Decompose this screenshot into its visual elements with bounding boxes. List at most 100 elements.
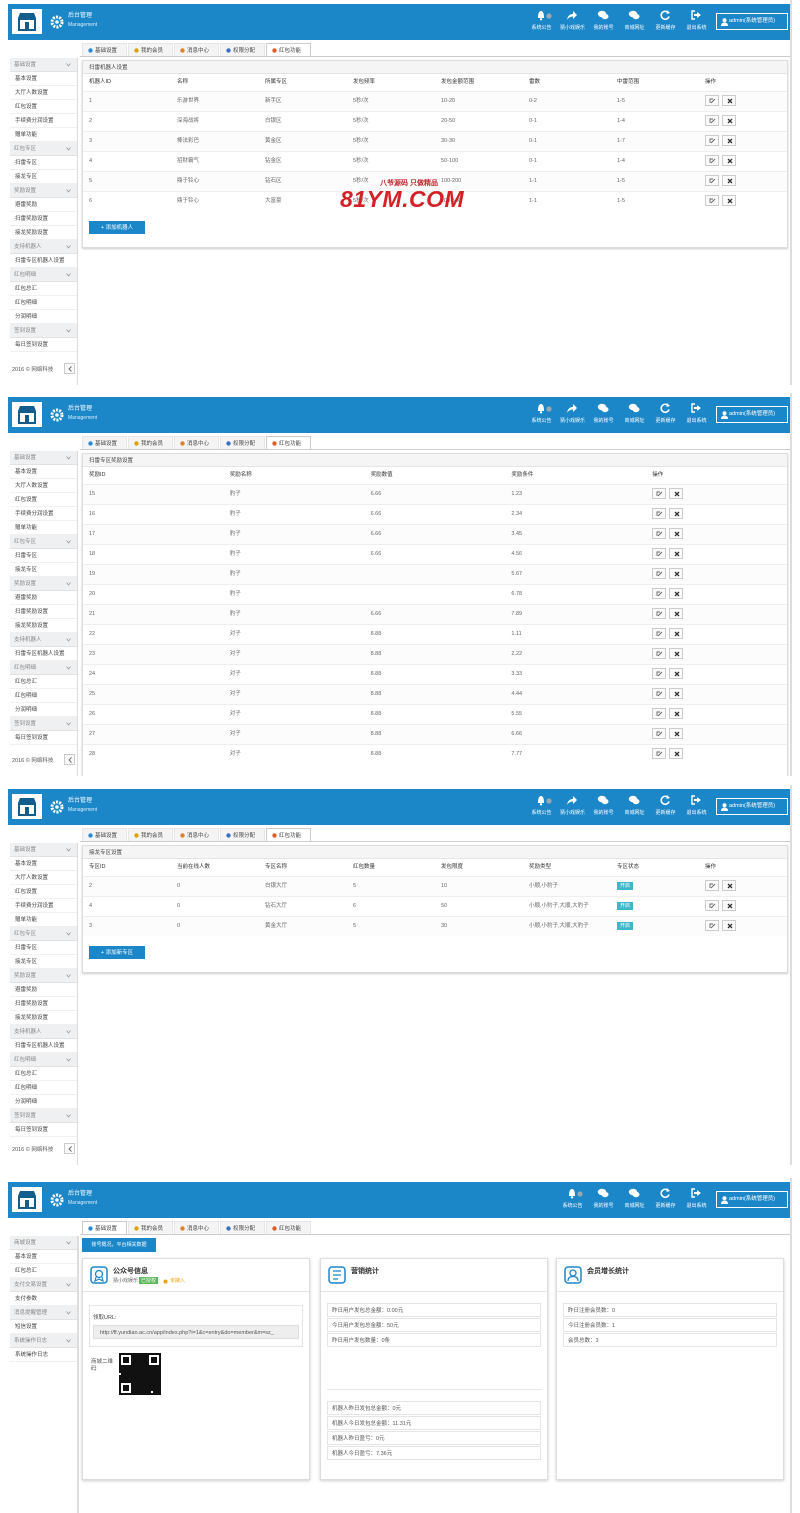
sidebar-item[interactable]: 每日签到设置 <box>10 1123 77 1137</box>
delete-button[interactable] <box>669 688 684 699</box>
tab[interactable]: 我的会员 <box>128 1221 173 1235</box>
sidebar-item[interactable]: 大厅人数设置 <box>10 479 77 493</box>
sidebar-item[interactable]: 支付参数 <box>10 1292 77 1306</box>
sidebar-item[interactable]: 系统操作日志 <box>10 1348 77 1362</box>
sidebar-item[interactable]: 每日签到设置 <box>10 338 77 352</box>
delete-button[interactable] <box>669 488 684 499</box>
sidebar-item[interactable]: 扫雷奖励设置 <box>10 212 77 226</box>
sidebar-group[interactable]: 红包明细 <box>10 661 77 675</box>
sidebar-item[interactable]: 扫雷专区机器人设置 <box>10 647 77 661</box>
delete-button[interactable] <box>669 508 684 519</box>
admin-button[interactable]: admin(系统管理员) <box>716 406 788 423</box>
sidebar-item[interactable]: 分润明细 <box>10 1095 77 1109</box>
delete-button[interactable] <box>669 748 684 759</box>
sidebar-item[interactable]: 接龙奖励设置 <box>10 1011 77 1025</box>
tab[interactable]: 权限分配 <box>220 436 265 450</box>
sidebar-group[interactable]: 商城设置 <box>10 1236 77 1250</box>
edit-button[interactable] <box>652 508 667 519</box>
sidebar-item[interactable]: 接龙专区 <box>10 563 77 577</box>
nav-item[interactable]: 退出系统 <box>681 789 712 825</box>
sidebar-item[interactable]: 基本设置 <box>10 857 77 871</box>
sidebar-group[interactable]: 基础设置 <box>10 843 77 857</box>
sidebar-item[interactable]: 扫雷奖励设置 <box>10 997 77 1011</box>
edit-button[interactable] <box>652 628 667 639</box>
nav-item[interactable]: 猜小戏娱乐 <box>557 397 588 433</box>
nav-item[interactable]: 我的账号 <box>588 397 619 433</box>
delete-button[interactable] <box>722 195 736 206</box>
sidebar-group[interactable]: 支持机器人 <box>10 1025 77 1039</box>
edit-button[interactable] <box>652 548 667 559</box>
sidebar-group[interactable]: 系统操作日志 <box>10 1334 77 1348</box>
nav-item[interactable]: 退出系统 <box>681 397 712 433</box>
sidebar-item[interactable]: 扫雷专区 <box>10 549 77 563</box>
sidebar-item[interactable]: 基本设置 <box>10 72 77 86</box>
sidebar-group[interactable]: 支付交易设置 <box>10 1278 77 1292</box>
tab[interactable]: 红包功能 <box>266 436 311 450</box>
delete-button[interactable] <box>669 528 684 539</box>
sidebar-item[interactable]: 扫雷专区机器人设置 <box>10 254 77 268</box>
sidebar-item[interactable]: 红包设置 <box>10 885 77 899</box>
sidebar-group[interactable]: 红包专区 <box>10 927 77 941</box>
edit-button[interactable] <box>705 195 719 206</box>
admin-button[interactable]: admin(系统管理员) <box>716 1191 788 1208</box>
edit-button[interactable] <box>705 155 719 166</box>
edit-button[interactable] <box>652 648 667 659</box>
nav-item[interactable]: 我的账号 <box>588 1182 619 1218</box>
sidebar-item[interactable]: 接龙奖励设置 <box>10 226 77 240</box>
sidebar-item[interactable]: 分润明细 <box>10 310 77 324</box>
edit-button[interactable] <box>652 488 667 499</box>
collapse-button[interactable] <box>64 754 75 765</box>
edit-button[interactable] <box>652 668 667 679</box>
sidebar-group[interactable]: 红包专区 <box>10 142 77 156</box>
nav-item[interactable]: 更新缓存 <box>650 4 681 40</box>
edit-button[interactable] <box>705 900 719 911</box>
tab[interactable]: 基础设置 <box>82 43 127 57</box>
sidebar-item[interactable]: 避雷奖励 <box>10 983 77 997</box>
nav-item[interactable]: 猜小戏娱乐 <box>557 4 588 40</box>
sidebar-item[interactable]: 大厅人数设置 <box>10 86 77 100</box>
tab[interactable]: 消息中心 <box>174 436 219 450</box>
sidebar-item[interactable]: 接龙专区 <box>10 955 77 969</box>
edit-button[interactable] <box>652 708 667 719</box>
sidebar-item[interactable]: 赠单功能 <box>10 521 77 535</box>
delete-button[interactable] <box>669 608 684 619</box>
nav-item[interactable]: 退出系统 <box>681 4 712 40</box>
sidebar-item[interactable]: 红包总汇 <box>10 282 77 296</box>
nav-item[interactable]: 更新缓存 <box>650 789 681 825</box>
sidebar-group[interactable]: 签到设置 <box>10 717 77 731</box>
edit-button[interactable] <box>705 95 719 106</box>
tab[interactable]: 我的会员 <box>128 828 173 842</box>
sidebar-item[interactable]: 红包总汇 <box>10 1264 77 1278</box>
sidebar-item[interactable]: 短信设置 <box>10 1320 77 1334</box>
tab[interactable]: 我的会员 <box>128 43 173 57</box>
delete-button[interactable] <box>722 135 736 146</box>
tab[interactable]: 基础设置 <box>82 828 127 842</box>
nav-item[interactable]: 系统公告 <box>557 1182 588 1218</box>
nav-item[interactable]: 系统公告 <box>526 789 557 825</box>
sidebar-group[interactable]: 红包明细 <box>10 1053 77 1067</box>
tab[interactable]: 消息中心 <box>174 828 219 842</box>
edit-button[interactable] <box>652 588 667 599</box>
sidebar-item[interactable]: 基本设置 <box>10 465 77 479</box>
sidebar-item[interactable]: 红包明细 <box>10 1081 77 1095</box>
collapse-button[interactable] <box>64 363 75 374</box>
nav-item[interactable]: 更新缓存 <box>650 397 681 433</box>
delete-button[interactable] <box>722 175 736 186</box>
sidebar-group[interactable]: 签到设置 <box>10 324 77 338</box>
sidebar-item[interactable]: 红包设置 <box>10 100 77 114</box>
tab[interactable]: 基础设置 <box>82 1221 127 1235</box>
sidebar-group[interactable]: 红包明细 <box>10 268 77 282</box>
tab[interactable]: 红包功能 <box>266 828 311 842</box>
nav-item[interactable]: 我的账号 <box>588 789 619 825</box>
sidebar-group[interactable]: 基础设置 <box>10 451 77 465</box>
sidebar-item[interactable]: 手续费分润设置 <box>10 899 77 913</box>
tab[interactable]: 权限分配 <box>220 828 265 842</box>
admin-button[interactable]: admin(系统管理员) <box>716 13 788 30</box>
nav-item[interactable]: 系统公告 <box>526 397 557 433</box>
sidebar-item[interactable]: 扫雷专区机器人设置 <box>10 1039 77 1053</box>
edit-button[interactable] <box>652 528 667 539</box>
nav-item[interactable]: 商城网址 <box>619 789 650 825</box>
sidebar-item[interactable]: 赠单功能 <box>10 913 77 927</box>
nav-item[interactable]: 商城网址 <box>619 4 650 40</box>
collapse-button[interactable] <box>64 1143 75 1154</box>
